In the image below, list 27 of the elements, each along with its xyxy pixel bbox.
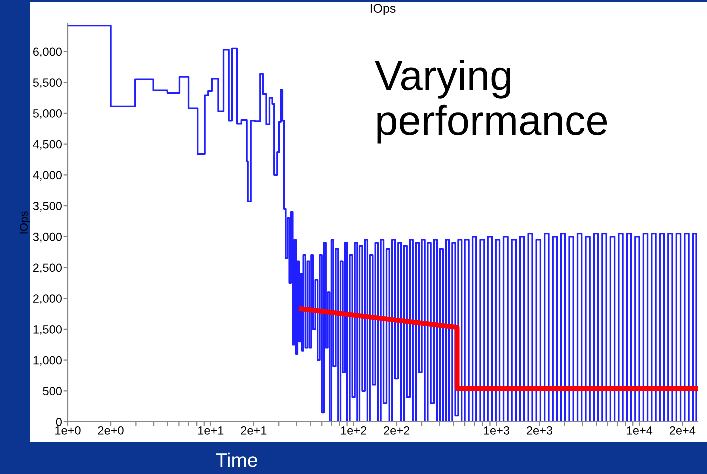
y-tick-label: 3,500: [33, 202, 62, 212]
x-axis-title: Time: [216, 452, 258, 468]
x-tick-label: 1e+0: [56, 426, 81, 435]
y-tick-label: 5,000: [33, 110, 62, 120]
y-tick-label: 4,000: [33, 171, 62, 181]
y-axis-title: IOps: [20, 212, 30, 234]
y-tick-label: 2,500: [34, 264, 62, 274]
y-tick-label: 2,000: [34, 294, 62, 304]
x-tick-label: 1e+3: [484, 426, 510, 435]
y-tick-label: 6,000: [34, 48, 62, 58]
y-tick-label: 5,500: [33, 78, 62, 88]
y-tick-label: 1,000: [34, 356, 62, 366]
x-tick-label: 2e+2: [384, 426, 410, 435]
y-tick-label: 500: [43, 387, 62, 396]
chart-title: IOps: [370, 4, 396, 16]
y-tick-label: 1,500: [34, 325, 62, 336]
y-tick-label: 4,500: [33, 140, 62, 150]
y-tick-label: 0: [56, 418, 62, 426]
y-tick-label: 3,000: [33, 232, 62, 243]
x-tick-label: 2e+0: [98, 426, 124, 435]
x-tick-label: 1e+1: [198, 426, 224, 435]
x-tick-label: 1e+2: [341, 426, 367, 435]
x-tick-label: 1e+4: [627, 426, 653, 435]
x-tick-label: 2e+1: [241, 426, 267, 435]
x-tick-label: 2e+3: [527, 426, 553, 435]
annotation: Varying performance: [375, 60, 608, 144]
x-tick-label: 2e+4: [670, 426, 696, 435]
